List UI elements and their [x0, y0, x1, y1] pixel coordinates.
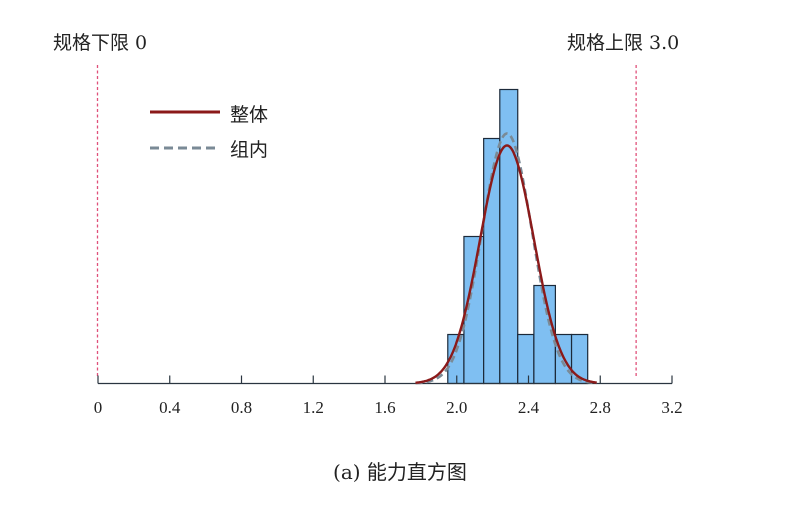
x-tick-label: 0: [94, 398, 103, 417]
x-tick-label: 2.0: [446, 398, 467, 417]
chart-caption: (a) 能力直方图: [333, 460, 467, 484]
x-tick-label: 0.8: [231, 398, 252, 417]
x-tick-label: 3.2: [661, 398, 682, 417]
x-tick-label: 2.4: [518, 398, 540, 417]
histogram-bar: [499, 88, 519, 385]
x-tick-label: 2.8: [590, 398, 611, 417]
usl-label: 规格上限 3.0: [567, 32, 680, 54]
histogram-bar: [517, 333, 535, 385]
x-tick-label: 1.6: [374, 398, 395, 417]
x-tick-label: 0.4: [159, 398, 181, 417]
overall-curve: [415, 144, 597, 384]
lsl-label: 规格下限 0: [53, 32, 148, 54]
x-tick-label: 1.2: [303, 398, 324, 417]
legend-within-label: 组内: [230, 139, 269, 161]
within-curve: [415, 132, 597, 385]
legend-overall-label: 整体: [230, 104, 269, 126]
